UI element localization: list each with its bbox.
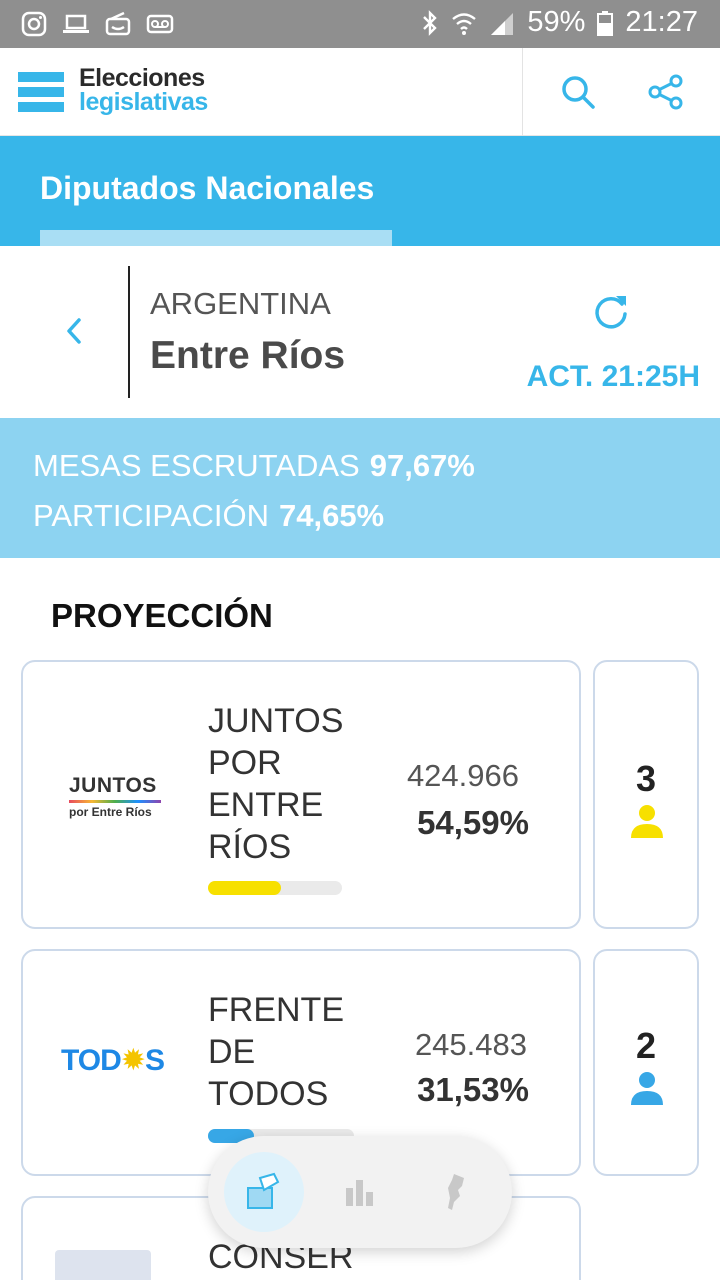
location-province: Entre Ríos (150, 334, 346, 377)
radio-icon (105, 11, 131, 36)
battery-icon (597, 10, 614, 36)
person-icon (631, 1072, 663, 1105)
mesas-label: MESAS ESCRUTADAS (33, 448, 360, 483)
mesas-escrutadas-row: MESAS ESCRUTADAS 97,67% (33, 448, 475, 484)
person-icon (631, 805, 663, 838)
app-header: Elecciones legislativas (0, 48, 720, 136)
party-percent: 31,53% (417, 1071, 529, 1108)
laptop-icon (63, 14, 89, 33)
nav-results-button[interactable] (320, 1152, 400, 1232)
party-logo-todos: TOD✹S (61, 1043, 165, 1078)
seat-count: 3 (635, 758, 657, 799)
header-divider (522, 48, 523, 136)
party-card[interactable]: JUNTOS por Entre Ríos JUNTOS POR ENTRE R… (21, 660, 581, 929)
battery-percent: 59% (527, 6, 586, 38)
party-name-line: FRENTE (208, 991, 344, 1029)
section-title: PROYECCIÓN (51, 597, 273, 634)
logo-icon (18, 72, 64, 112)
tab-diputados-nacionales[interactable]: Diputados Nacionales (40, 170, 375, 206)
party-name-line: TODOS (208, 1075, 329, 1113)
category-tab-bar: Diputados Nacionales (0, 136, 720, 246)
party-name-line: ENTRE (208, 786, 324, 824)
share-icon[interactable] (646, 72, 686, 112)
argentina-map-icon (448, 1174, 464, 1210)
tab-active-indicator (40, 230, 392, 246)
bluetooth-icon (423, 9, 438, 36)
last-update-time: ACT. 21:25H (526, 360, 700, 393)
logo-line1: Elecciones (79, 64, 205, 92)
party-votes: 245.483 (414, 1027, 527, 1062)
ballot-box-icon (247, 1172, 280, 1209)
location-country: ARGENTINA (150, 286, 331, 321)
search-icon[interactable] (558, 72, 598, 112)
party-votes: 424.966 (406, 758, 519, 793)
party-name: FRENTE DE TODOS (208, 989, 344, 1115)
seat-count: 2 (635, 1025, 657, 1066)
party-name-line: POR (208, 744, 282, 782)
clock: 21:27 (625, 6, 698, 38)
nav-map-button[interactable] (416, 1152, 496, 1232)
mesas-value: 97,67% (369, 448, 475, 483)
party-logo-subtext: por Entre Ríos (69, 805, 152, 819)
location-divider (128, 266, 130, 398)
party-progress-track (208, 881, 342, 895)
sun-icon: ✹ (120, 1044, 146, 1077)
bar-chart-icon (346, 1180, 373, 1206)
status-bar: 59% 21:27 (0, 0, 720, 48)
bottom-floating-nav (208, 1136, 512, 1248)
status-notification-icons (20, 10, 174, 38)
party-logo-text: JUNTOS (69, 774, 157, 797)
app-logo[interactable]: Elecciones legislativas (79, 64, 208, 116)
party-logo-stripe (69, 800, 161, 803)
participacion-value: 74,65% (278, 498, 385, 533)
party-progress-fill (208, 881, 282, 895)
status-system-icons: 59% 21:27 (421, 6, 698, 39)
scrutiny-stats: MESAS ESCRUTADAS 97,67% PARTICIPACIÓN 74,6… (0, 418, 720, 558)
seats-card[interactable]: 2 (593, 949, 699, 1176)
party-logo (55, 1250, 151, 1280)
participacion-row: PARTICIPACIÓN 74,65% (33, 498, 384, 534)
seats-card[interactable]: 3 (593, 660, 699, 929)
party-percent: 54,59% (417, 804, 529, 841)
party-logo-juntos: JUNTOS por Entre Ríos (69, 774, 161, 819)
voicemail-icon (146, 14, 174, 34)
party-logo-text: S (144, 1044, 165, 1077)
party-name: JUNTOS POR ENTRE RÍOS (208, 700, 343, 868)
party-name-line: DE (208, 1033, 256, 1071)
nav-vote-button[interactable] (224, 1152, 304, 1232)
chevron-left-icon[interactable] (58, 314, 92, 348)
location-header: ARGENTINA Entre Ríos ACT. 21:25H (0, 246, 720, 418)
instagram-icon (21, 11, 47, 37)
party-name-line: JUNTOS (208, 702, 344, 740)
refresh-icon[interactable] (590, 290, 632, 332)
participacion-label: PARTICIPACIÓN (33, 498, 269, 533)
party-logo-text: TOD (61, 1044, 122, 1077)
party-name-line: RÍOS (208, 828, 292, 866)
signal-icon (491, 12, 514, 35)
wifi-icon (452, 12, 477, 35)
logo-line2: legislativas (79, 88, 208, 116)
